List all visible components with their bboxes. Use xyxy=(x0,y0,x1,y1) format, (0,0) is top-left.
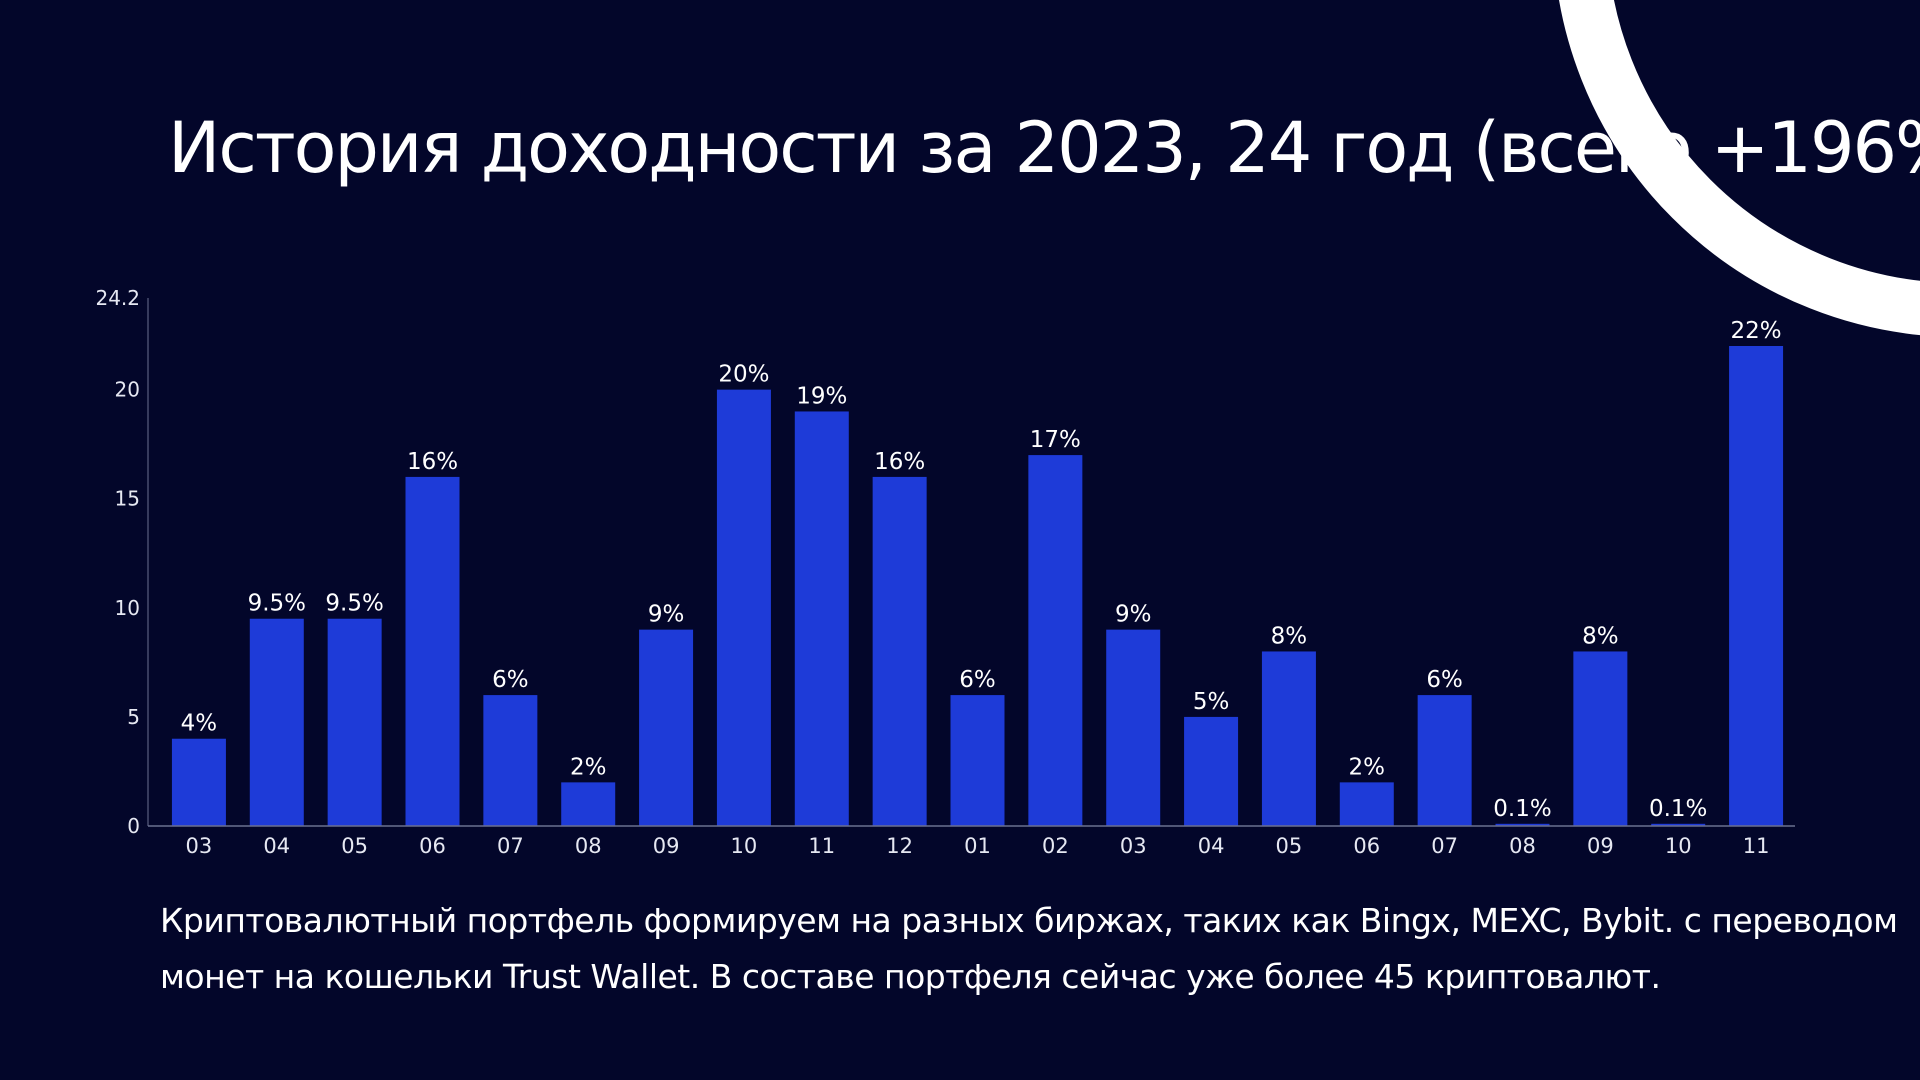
y-tick-label: 5 xyxy=(127,705,140,729)
bar-value-label: 8% xyxy=(1582,623,1619,649)
bar xyxy=(716,389,771,826)
x-tick-label: 09 xyxy=(1587,834,1614,858)
y-tick-label: 10 xyxy=(115,596,140,620)
x-axis: 03 04 05 06 07 08 09 10 11 12 01 02 03 04 05 06 07 08 09 10… xyxy=(148,825,1795,858)
caption-line-2: монет на кошельки Trust Wallet. В состав… xyxy=(160,957,1661,996)
bar-value-label: 6% xyxy=(1426,667,1463,693)
bar xyxy=(1261,651,1316,826)
bar xyxy=(1495,823,1550,826)
bar-value-label: 5% xyxy=(1193,689,1230,715)
bar xyxy=(1184,716,1239,826)
x-tick-label: 05 xyxy=(341,834,368,858)
x-tick-label: 02 xyxy=(1042,834,1069,858)
y-tick-label: 24.2 xyxy=(95,286,140,310)
bar-value-label: 6% xyxy=(959,667,996,693)
x-tick-label: 09 xyxy=(653,834,680,858)
bar-value-label: 17% xyxy=(1030,427,1081,453)
y-tick-label: 20 xyxy=(115,378,140,402)
bar-value-label: 8% xyxy=(1271,623,1308,649)
x-tick-label: 04 xyxy=(1198,834,1225,858)
x-tick-label: 08 xyxy=(1509,834,1536,858)
x-tick-label: 10 xyxy=(731,834,758,858)
bar-value-label: 9% xyxy=(648,602,685,628)
x-tick-label: 03 xyxy=(1120,834,1147,858)
page-title: История доходности за 2023, 24 год (всег… xyxy=(168,107,1920,189)
bar-value-label: 19% xyxy=(796,383,847,409)
bar xyxy=(639,629,694,826)
x-tick-label: 01 xyxy=(964,834,991,858)
x-tick-label: 05 xyxy=(1276,834,1303,858)
bar xyxy=(1573,651,1628,826)
bar xyxy=(561,782,616,826)
x-tick-label: 07 xyxy=(1431,834,1458,858)
x-tick-label: 08 xyxy=(575,834,602,858)
bar-value-label: 0.1% xyxy=(1493,796,1551,822)
bar-value-label: 20% xyxy=(718,362,769,388)
bar xyxy=(794,411,849,826)
x-tick-label: 11 xyxy=(808,834,835,858)
x-tick-label: 04 xyxy=(263,834,290,858)
bar-value-label: 9.5% xyxy=(248,591,306,617)
bar-value-label: 6% xyxy=(492,667,529,693)
bar xyxy=(249,618,304,826)
bar xyxy=(1028,455,1083,826)
bar xyxy=(405,476,460,826)
bar-value-label: 9% xyxy=(1115,602,1152,628)
y-axis: 0 5 10 15 20 24.2 xyxy=(95,286,149,838)
bar xyxy=(327,618,382,826)
x-tick-label: 03 xyxy=(186,834,213,858)
bar-value-label: 9.5% xyxy=(325,591,383,617)
bar xyxy=(483,695,538,826)
bar-value-label: 16% xyxy=(407,449,458,475)
x-tick-label: 06 xyxy=(419,834,446,858)
x-tick-label: 12 xyxy=(886,834,913,858)
bar-value-label: 2% xyxy=(570,754,607,780)
bar xyxy=(950,695,1005,826)
caption: Криптовалютный портфель формируем на раз… xyxy=(160,893,1898,1005)
y-tick-label: 15 xyxy=(115,487,140,511)
x-tick-label: 07 xyxy=(497,834,524,858)
bar xyxy=(872,476,927,826)
bar-value-label: 22% xyxy=(1731,318,1782,344)
bar-value-label: 2% xyxy=(1349,754,1386,780)
x-tick-label: 10 xyxy=(1665,834,1692,858)
bars xyxy=(171,346,1784,826)
bar xyxy=(171,738,226,826)
bar xyxy=(1651,823,1706,826)
bar xyxy=(1417,695,1472,826)
bar xyxy=(1106,629,1161,826)
bar-value-label: 0.1% xyxy=(1649,796,1707,822)
caption-line-1: Криптовалютный портфель формируем на раз… xyxy=(160,901,1898,940)
y-tick-label: 0 xyxy=(127,814,140,838)
bar xyxy=(1729,346,1784,826)
x-tick-label: 06 xyxy=(1353,834,1380,858)
bar-value-label: 4% xyxy=(181,711,218,737)
data-labels: 4% 9.5% 9.5% 16% 6% 2% 9% 20% 19% 16% 6% 17% 9% 5% 8% 2… xyxy=(181,318,1782,822)
bar-value-label: 16% xyxy=(874,449,925,475)
bar xyxy=(1339,782,1394,826)
x-tick-label: 11 xyxy=(1743,834,1770,858)
